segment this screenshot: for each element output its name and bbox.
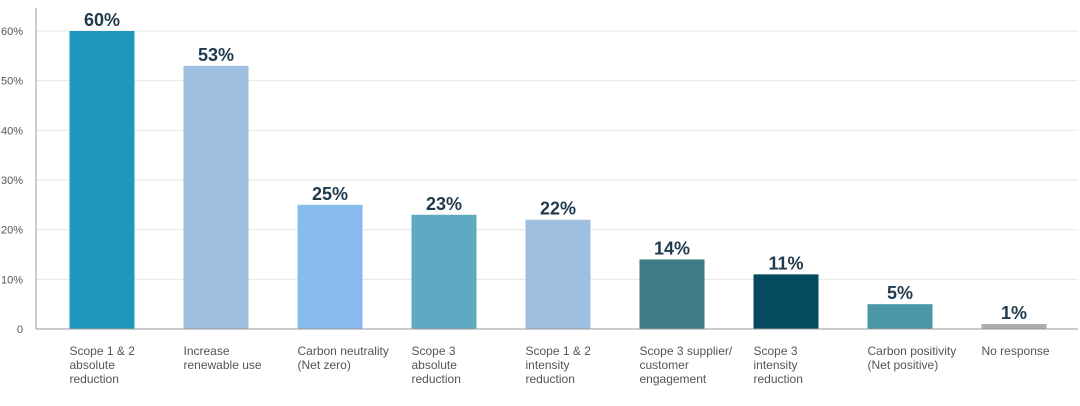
y-tick-label: 50% bbox=[1, 76, 23, 88]
data-label: 22% bbox=[540, 199, 576, 219]
category-label: Scope 3 intensity reduction bbox=[754, 344, 803, 386]
data-label: 1% bbox=[1001, 303, 1027, 323]
category-label: Carbon positivity (Net positive) bbox=[868, 344, 957, 372]
data-label: 11% bbox=[768, 253, 803, 273]
bar bbox=[411, 214, 477, 329]
category-label: Scope 3 supplier/customer engagement bbox=[640, 344, 733, 386]
category-label: Carbon neutrality (Net zero) bbox=[298, 344, 389, 372]
category-label: Scope 1 & 2 intensity reduction bbox=[526, 344, 592, 386]
data-label: 25% bbox=[312, 184, 348, 204]
y-axis-ticks: 0 10% 20% 30% 40% 50% 60% bbox=[1, 26, 23, 336]
axes bbox=[35, 8, 1078, 330]
category-labels: Scope 1 & 2 absolute reduction Increase rene… bbox=[70, 344, 1050, 386]
bar bbox=[753, 274, 819, 329]
y-tick-label: 10% bbox=[1, 274, 23, 286]
bar bbox=[867, 304, 933, 329]
bar bbox=[639, 259, 705, 329]
category-label: Increase renewable use bbox=[184, 344, 262, 372]
bar bbox=[183, 65, 249, 330]
y-tick-label: 30% bbox=[1, 175, 23, 187]
data-label: 60% bbox=[84, 10, 120, 30]
y-tick-label: 60% bbox=[1, 26, 23, 38]
y-tick-label: 0 bbox=[17, 324, 23, 336]
category-label: Scope 1 & 2 absolute reduction bbox=[70, 344, 136, 386]
y-tick-label: 40% bbox=[1, 125, 23, 137]
bar bbox=[297, 204, 363, 329]
data-label: 14% bbox=[654, 238, 690, 258]
category-label: Scope 3 absolute reduction bbox=[412, 344, 461, 386]
data-labels: 60% 53% 25% 23% 22% 14% 11% 5% 1% bbox=[84, 10, 1027, 323]
bar bbox=[69, 31, 135, 329]
data-label: 53% bbox=[198, 45, 234, 65]
bars bbox=[69, 31, 1047, 330]
y-tick-label: 20% bbox=[1, 225, 23, 237]
bar bbox=[525, 219, 591, 329]
bar bbox=[981, 324, 1047, 329]
data-label: 5% bbox=[887, 283, 913, 303]
category-label: No response bbox=[982, 344, 1050, 358]
data-label: 23% bbox=[426, 194, 462, 214]
